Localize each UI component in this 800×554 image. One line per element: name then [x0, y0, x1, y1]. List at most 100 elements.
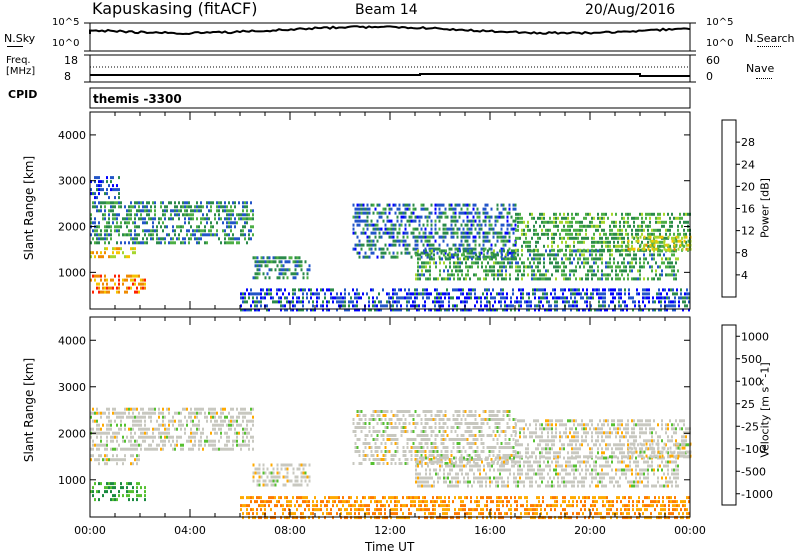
- data-cell: [376, 454, 379, 457]
- data-cell: [252, 233, 254, 237]
- data-cell: [574, 496, 576, 500]
- data-cell: [124, 278, 126, 282]
- data-cell: [549, 261, 551, 265]
- data-cell: [515, 248, 517, 252]
- data-cell: [168, 427, 170, 431]
- data-cell: [521, 220, 523, 224]
- data-cell: [585, 212, 587, 216]
- data-cell: [596, 292, 598, 296]
- data-cell: [200, 237, 202, 241]
- data-cell: [569, 269, 571, 273]
- data-cell: [150, 443, 152, 447]
- data-cell: [585, 249, 587, 253]
- data-cell: [242, 225, 244, 229]
- data-cell: [527, 240, 529, 244]
- data-cell: [280, 304, 282, 308]
- data-cell: [669, 265, 671, 269]
- data-cell: [564, 296, 566, 300]
- data-cell: [252, 496, 254, 500]
- data-cell: [242, 439, 244, 443]
- data-cell: [302, 272, 305, 276]
- data-cell: [424, 207, 427, 211]
- data-cell: [400, 508, 402, 512]
- data-cell: [130, 217, 132, 221]
- data-cell: [126, 213, 128, 217]
- data-cell: [104, 431, 106, 435]
- data-cell: [260, 260, 263, 264]
- data-cell: [282, 512, 284, 516]
- data-cell: [534, 308, 536, 312]
- data-cell: [364, 422, 367, 425]
- data-cell: [505, 269, 507, 273]
- data-cell: [200, 233, 202, 237]
- data-cell: [685, 247, 688, 251]
- data-cell: [537, 277, 539, 281]
- data-cell: [675, 248, 677, 252]
- data-cell: [669, 257, 671, 261]
- data-cell: [468, 508, 470, 512]
- data-cell: [346, 308, 348, 312]
- data-cell: [96, 229, 98, 233]
- data-cell: [573, 216, 575, 220]
- data-cell: [540, 504, 542, 508]
- data-cell: [466, 308, 468, 312]
- data-cell: [106, 427, 108, 431]
- data-cell: [248, 516, 250, 520]
- data-cell: [322, 308, 324, 312]
- data-cell: [394, 500, 396, 504]
- data-cell: [425, 277, 427, 281]
- data-cell: [128, 411, 130, 415]
- data-cell: [144, 423, 146, 427]
- data-cell: [294, 475, 297, 479]
- data-cell: [350, 496, 352, 500]
- data-cell: [610, 300, 612, 304]
- data-cell: [118, 286, 120, 290]
- data-cell: [338, 304, 340, 308]
- data-cell: [426, 255, 429, 259]
- data-cell: [152, 229, 154, 233]
- data-cell: [494, 296, 496, 300]
- data-cell: [443, 261, 445, 265]
- data-cell: [661, 249, 663, 253]
- data-cell: [246, 496, 248, 500]
- data-cell: [570, 288, 572, 292]
- data-cell: [130, 209, 132, 213]
- data-cell: [94, 180, 96, 184]
- data-cell: [284, 308, 286, 312]
- data-cell: [576, 308, 578, 312]
- data-cell: [620, 508, 622, 512]
- data-cell: [312, 516, 314, 520]
- data-cell: [510, 215, 513, 219]
- data-cell: [118, 213, 120, 217]
- data-cell: [298, 504, 300, 508]
- data-cell: [240, 217, 242, 221]
- data-cell: [655, 247, 658, 251]
- data-cell: [419, 273, 421, 277]
- data-cell: [280, 463, 283, 467]
- data-cell: [564, 516, 566, 520]
- data-cell: [312, 308, 314, 312]
- data-cell: [466, 219, 469, 223]
- data-cell: [444, 504, 446, 508]
- data-cell: [110, 286, 112, 290]
- data-cell: [478, 231, 481, 235]
- data-cell: [555, 220, 557, 224]
- data-cell: [124, 290, 126, 294]
- data-cell: [623, 240, 625, 244]
- data-cell: [504, 496, 506, 500]
- data-cell: [543, 253, 545, 257]
- data-cell: [662, 500, 664, 504]
- data-cell: [585, 277, 587, 281]
- data-cell: [492, 500, 494, 504]
- data-cell: [180, 241, 182, 245]
- data-cell: [448, 500, 450, 504]
- data-cell: [382, 422, 385, 425]
- data-cell: [490, 255, 493, 259]
- data-cell: [276, 467, 279, 471]
- data-cell: [110, 419, 112, 423]
- data-cell: [484, 288, 486, 292]
- data-cell: [144, 278, 146, 282]
- data-cell: [228, 411, 230, 415]
- data-cell: [603, 220, 605, 224]
- data-cell: [545, 228, 547, 232]
